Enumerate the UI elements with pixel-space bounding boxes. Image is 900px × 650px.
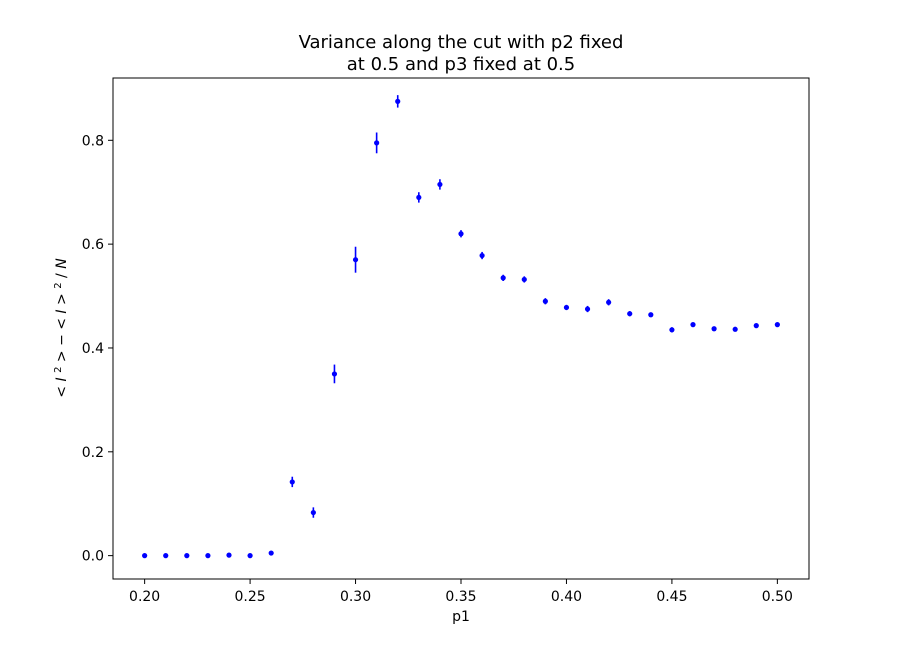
data-point — [627, 311, 633, 317]
data-point — [753, 323, 759, 329]
data-point — [479, 252, 485, 259]
data-point — [310, 509, 316, 516]
y-label-part-exp: 2 — [53, 367, 64, 373]
data-point — [374, 140, 380, 146]
x-axis-ticks: 0.20 0.25 0.30 0.35 0.40 0.45 0.50 — [129, 579, 793, 605]
data-series — [142, 95, 780, 559]
data-point — [289, 479, 295, 485]
y-tick-label: 0.4 — [82, 341, 104, 357]
data-point — [331, 371, 338, 377]
data-point — [163, 553, 169, 559]
y-label-part-var2: I — [54, 309, 70, 313]
y-tick-label: 0.8 — [82, 133, 104, 149]
y-label-part-var: I — [54, 377, 70, 381]
data-point — [669, 327, 675, 333]
data-point — [226, 552, 232, 558]
y-label-part-close: > — [54, 293, 70, 305]
data-point — [205, 553, 211, 559]
y-label-part-slash: / — [54, 273, 70, 278]
data-point — [458, 231, 464, 237]
data-point — [542, 298, 548, 304]
data-point — [437, 181, 443, 188]
x-tick-label: 0.50 — [762, 589, 793, 605]
y-label-part-n: N — [54, 258, 70, 269]
data-point — [774, 322, 780, 328]
data-point — [563, 304, 570, 311]
data-point — [142, 553, 148, 559]
x-axis-label: p1 — [452, 609, 470, 625]
data-point — [352, 257, 359, 263]
chart-title-line-2: at 0.5 and p3 fixed at 0.5 — [347, 54, 575, 75]
y-axis-ticks: 0.0 0.2 0.4 0.6 0.8 — [82, 133, 113, 565]
x-tick-label: 0.40 — [551, 589, 582, 605]
data-point — [416, 194, 422, 201]
data-point — [247, 553, 253, 559]
data-point — [732, 326, 738, 332]
x-tick-label: 0.35 — [445, 589, 476, 605]
y-tick-label: 0.6 — [82, 237, 104, 253]
data-point — [584, 306, 591, 312]
y-label-part-exp2: 2 — [53, 282, 64, 288]
y-axis-label: < I 2 > − < I > 2 / N — [53, 258, 71, 398]
data-point — [184, 553, 190, 559]
data-point — [500, 275, 506, 281]
y-tick-label: 0.2 — [82, 445, 104, 461]
y-label-part-open: < — [54, 386, 70, 398]
x-tick-label: 0.25 — [235, 589, 266, 605]
x-tick-label: 0.30 — [340, 589, 371, 605]
data-point — [711, 326, 717, 332]
chart-title-line-1: Variance along the cut with p2 fixed — [299, 32, 624, 53]
x-tick-label: 0.45 — [656, 589, 687, 605]
data-point — [648, 312, 654, 318]
data-point — [690, 322, 696, 328]
x-tick-label: 0.20 — [129, 589, 160, 605]
data-point — [268, 550, 274, 556]
y-tick-label: 0.0 — [82, 549, 104, 565]
data-point — [395, 98, 401, 104]
data-point — [521, 276, 527, 283]
data-point — [606, 299, 612, 305]
y-label-part-minus: > − < — [54, 318, 70, 362]
